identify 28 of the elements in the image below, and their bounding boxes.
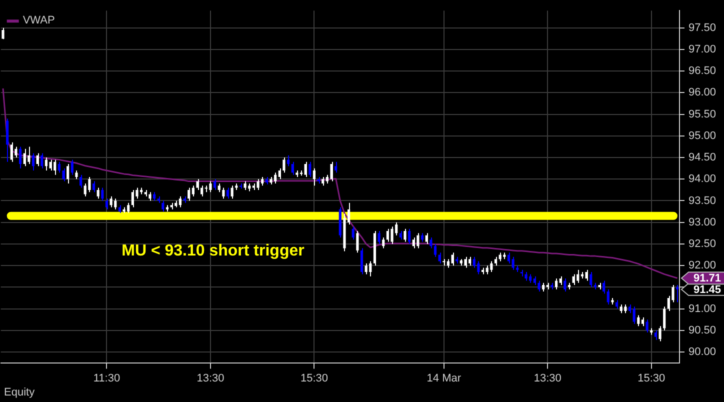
- data-label: 91.71: [693, 272, 722, 285]
- y-tick-label: 93.00: [688, 216, 716, 228]
- y-tick-label: 94.50: [688, 152, 716, 164]
- y-tick-label: 90.50: [688, 324, 716, 336]
- x-tick-label: 11:30: [93, 372, 120, 384]
- x-tick-label: 13:30: [196, 372, 224, 384]
- text: 91.45: [693, 284, 722, 296]
- y-tick-label: 92.00: [688, 260, 716, 272]
- y-tick-label: 95.50: [688, 108, 716, 120]
- ref-line-label: MU < 93.10 short trigger: [122, 242, 304, 260]
- y-tick-label: 96.00: [688, 86, 716, 99]
- y-tick-label: 94.00: [688, 173, 716, 186]
- legend-label: VWAP: [22, 14, 55, 27]
- x-tick-label: 15:30: [638, 372, 666, 384]
- text: Equity: [4, 386, 36, 399]
- y-tick-label: 96.50: [688, 65, 716, 78]
- y-tick-label: 90.00: [688, 346, 716, 358]
- y-tick-label: 91.00: [688, 302, 716, 315]
- y-tick-label: 92.50: [688, 238, 716, 250]
- x-tick-label: 15:30: [300, 372, 328, 384]
- y-tick-label: 97.50: [688, 22, 716, 34]
- candlestick: [317, 176, 320, 184]
- x-tick-label: 13:30: [534, 372, 562, 384]
- y-tick-label: 95.00: [688, 130, 716, 142]
- y-tick-label: 93.50: [688, 194, 716, 207]
- candlestick: [611, 297, 614, 305]
- y-tick-label: 97.00: [688, 44, 716, 56]
- x-tick-label: 14 Mar: [426, 372, 462, 384]
